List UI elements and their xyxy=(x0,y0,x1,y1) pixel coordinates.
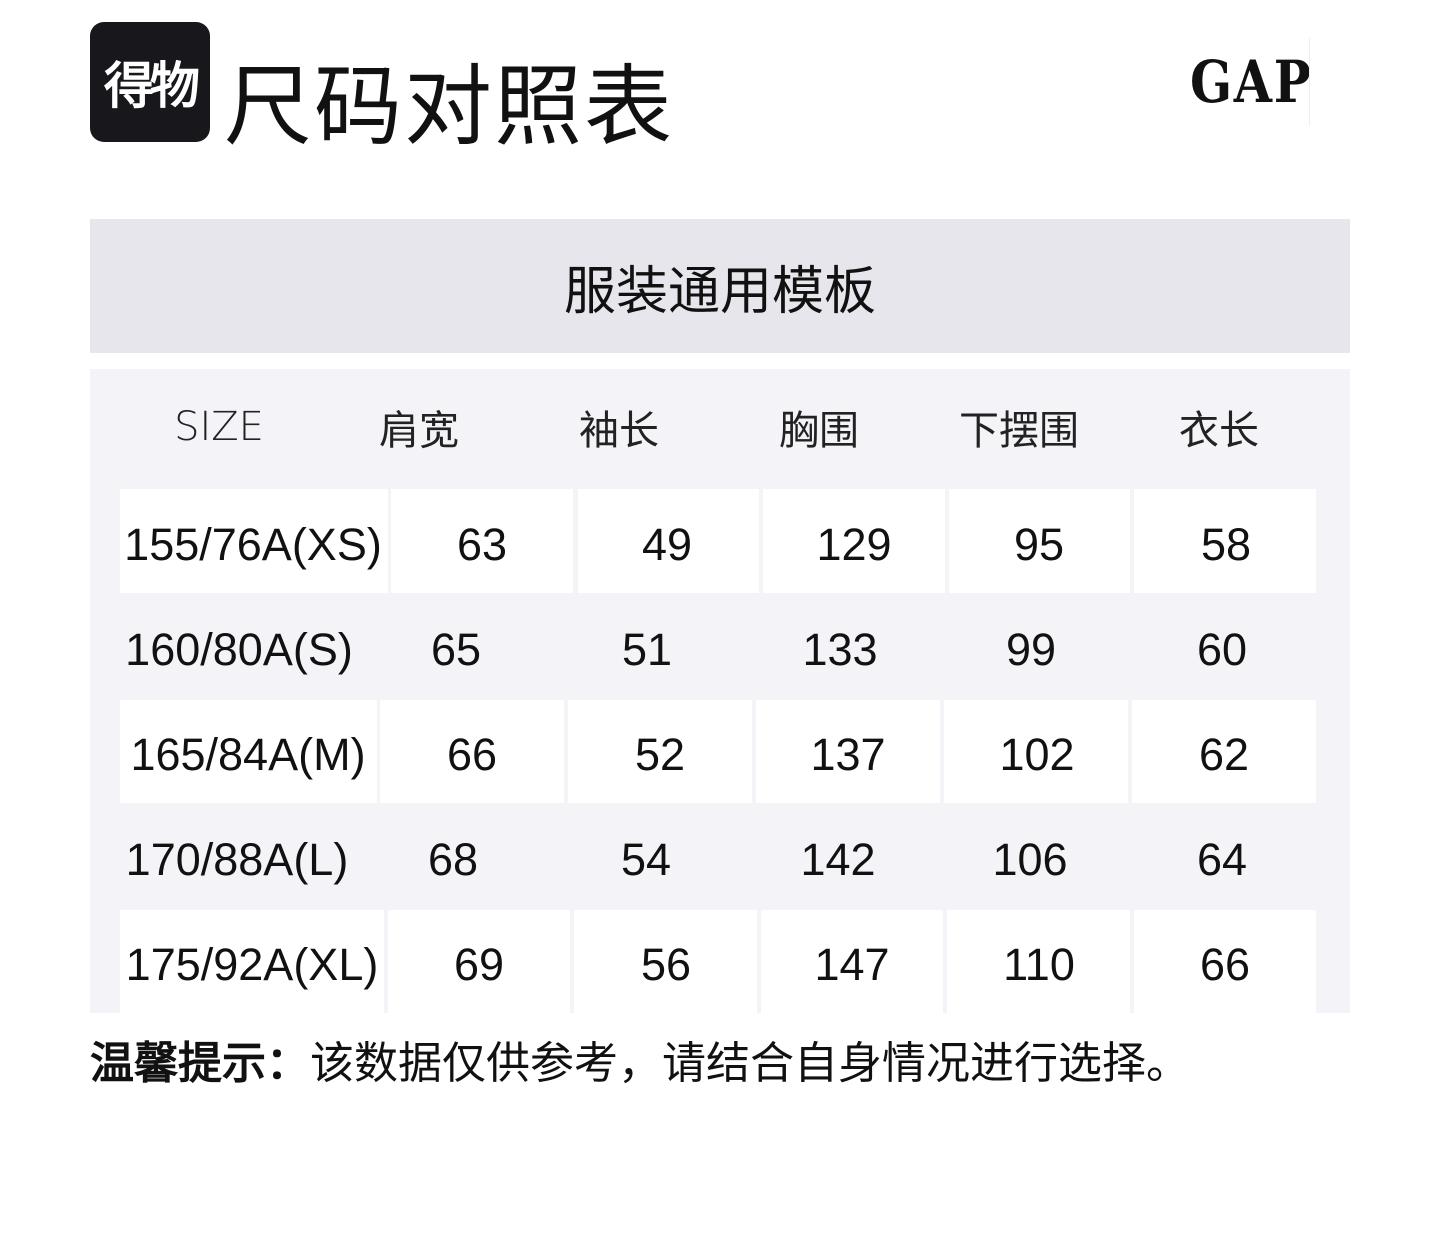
table-cell: 133 xyxy=(802,624,878,675)
table-cell: 129 xyxy=(816,519,892,570)
size-label: 165/84A(M) xyxy=(130,729,366,780)
table-cell: 137 xyxy=(810,729,886,780)
column-header: 胸围 xyxy=(779,408,859,454)
table-cell-bg xyxy=(947,910,1130,1013)
table-cell: 110 xyxy=(1003,939,1075,990)
table-cell: 69 xyxy=(453,939,505,990)
table-cell: 106 xyxy=(992,834,1068,885)
table-cell-bg xyxy=(1134,489,1316,593)
column-header: 衣长 xyxy=(1179,408,1259,454)
tip-label: 温馨提示： xyxy=(90,1038,310,1089)
table-cell-bg xyxy=(1134,910,1316,1013)
size-label: 160/80A(S) xyxy=(125,624,353,675)
dewu-logo: 得物 xyxy=(90,22,210,142)
table-cell-bg xyxy=(761,910,943,1013)
page-title: 尺码对照表 xyxy=(224,55,675,158)
tip-text: 温馨提示：该数据仅供参考，请结合自身情况进行选择。 xyxy=(90,1034,1190,1094)
table-cell-bg xyxy=(1132,700,1316,803)
table-cell: 51 xyxy=(621,624,673,675)
table-cell: 65 xyxy=(430,624,482,675)
size-label: 155/76A(XS) xyxy=(124,519,382,570)
table-cell: 52 xyxy=(634,729,686,780)
table-cell: 58 xyxy=(1200,519,1252,570)
table-cell: 68 xyxy=(427,834,479,885)
table-cell-bg xyxy=(120,910,384,1013)
table-cell: 49 xyxy=(641,519,693,570)
template-title: 服装通用模板 xyxy=(90,219,1350,353)
table-cell-bg xyxy=(388,910,570,1013)
table-cell: 102 xyxy=(999,729,1075,780)
table-cell: 63 xyxy=(456,519,508,570)
table-cell-bg xyxy=(120,489,388,593)
table-cell: 60 xyxy=(1196,624,1248,675)
table-cell: 142 xyxy=(800,834,876,885)
table-cell: 64 xyxy=(1196,834,1248,885)
column-header: 袖长 xyxy=(579,408,659,454)
table-cell: 147 xyxy=(814,939,890,990)
table-cell-bg xyxy=(763,489,945,593)
tip-body: 该数据仅供参考，请结合自身情况进行选择。 xyxy=(310,1038,1190,1089)
table-cell: 99 xyxy=(1005,624,1057,675)
table-cell-bg xyxy=(756,700,940,803)
table-cell: 66 xyxy=(1199,939,1251,990)
column-header: 肩宽 xyxy=(379,408,459,454)
column-header: SIZE xyxy=(174,404,264,450)
column-header: 下摆围 xyxy=(959,408,1079,454)
table-cell: 66 xyxy=(446,729,498,780)
table-cell: 54 xyxy=(620,834,672,885)
gap-brand-logo: GAP xyxy=(1190,48,1313,116)
table-cell-bg xyxy=(949,489,1130,593)
table-cell: 56 xyxy=(640,939,692,990)
table-cell-bg xyxy=(578,489,759,593)
table-cell: 95 xyxy=(1013,519,1065,570)
size-label: 170/88A(L) xyxy=(125,834,349,885)
table-cell-bg xyxy=(120,700,377,803)
table-cell: 62 xyxy=(1198,729,1250,780)
table-cell-bg xyxy=(380,700,564,803)
table-cell-bg xyxy=(944,700,1128,803)
size-label: 175/92A(XL) xyxy=(125,939,379,990)
size-table: SIZE 肩宽 袖长 胸围 下摆围 衣长 155/76A(XS) 63 49 129 95 58 160… xyxy=(90,369,1350,1013)
table-cell-bg xyxy=(574,910,757,1013)
divider xyxy=(1309,38,1310,126)
table-cell-bg xyxy=(568,700,752,803)
table-cell-bg xyxy=(391,489,573,593)
